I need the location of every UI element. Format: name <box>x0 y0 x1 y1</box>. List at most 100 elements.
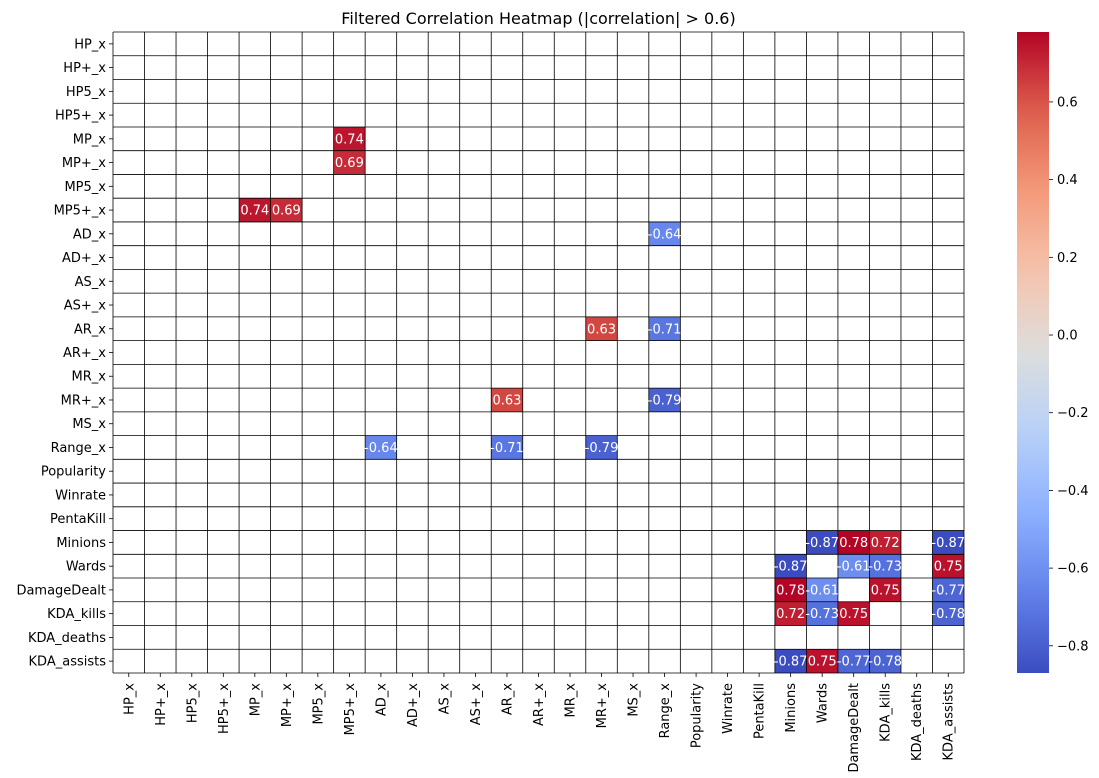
cell-value-label: 0.75 <box>934 560 963 575</box>
heatmap-cell <box>837 554 870 579</box>
y-tick-label: HP5_x <box>66 85 106 100</box>
cell-value-label: -0.78 <box>868 655 902 670</box>
cell-value-label: 0.72 <box>776 607 805 622</box>
x-tick-label: AR_x <box>500 683 515 715</box>
x-tick-label: MS_x <box>627 683 642 717</box>
x-axis: HP_x HP+_x HP5_x HP5+_x MP_x MP+_x MP5_x MP5+_x… <box>122 673 957 773</box>
y-tick-label: Wards <box>66 560 106 575</box>
heatmap-cell <box>932 601 964 626</box>
colorbar-tick-label: 0.4 <box>1057 173 1078 188</box>
y-tick-label: AS_x <box>75 275 107 290</box>
heatmap-cell <box>333 126 366 151</box>
heatmap-cell <box>585 316 618 341</box>
heatmap-cell <box>837 649 870 673</box>
cell-value-label: -0.79 <box>585 441 619 456</box>
x-tick-label: AS+_x <box>469 683 484 726</box>
y-tick-label: AS+_x <box>64 299 107 314</box>
y-axis: HP_x HP+_x HP5_x HP5+_x MP_x MP+_x MP5_x MP5+_x… <box>16 37 113 670</box>
colorbar-tick-label: 0.0 <box>1057 329 1078 344</box>
cell-value-label: -0.77 <box>931 583 965 598</box>
heatmap-cell <box>774 554 807 579</box>
x-tick-label: MP+_x <box>280 683 295 727</box>
cell-value-label: 0.75 <box>808 655 837 670</box>
heatmap-cell <box>932 530 964 555</box>
cell-value-label: -0.73 <box>868 560 902 575</box>
cell-value-label: -0.87 <box>931 536 965 551</box>
x-tick-label: AR+_x <box>532 683 547 726</box>
cell-value-label: 0.69 <box>272 204 301 219</box>
y-tick-label: MR_x <box>72 370 107 385</box>
cell-value-label: 0.69 <box>335 156 364 171</box>
cell-value-label: -0.78 <box>931 607 965 622</box>
heatmap-cell <box>648 221 681 246</box>
cell-value-label: -0.87 <box>805 536 839 551</box>
cell-value-label: -0.71 <box>490 441 524 456</box>
colorbar-tick-label: −0.6 <box>1057 562 1089 577</box>
y-tick-label: PentaKill <box>50 512 106 527</box>
cell-value-label: -0.79 <box>648 393 682 408</box>
heatmap-cell <box>869 530 901 555</box>
x-tick-label: Range_x <box>658 683 673 739</box>
x-tick-label: DamageDealt <box>847 683 862 773</box>
y-tick-label: AD_x <box>73 227 106 242</box>
x-tick-label: Popularity <box>690 683 705 748</box>
x-tick-label: AS_x <box>437 683 452 715</box>
colorbar-tick-label: 0.6 <box>1057 95 1078 110</box>
x-tick-label: HP5+_x <box>217 683 232 734</box>
heatmap-cell <box>774 601 807 626</box>
x-tick-label: MP_x <box>248 683 263 717</box>
y-tick-label: DamageDealt <box>16 583 106 598</box>
cell-value-label: -0.87 <box>774 560 808 575</box>
heatmap-cell <box>869 554 901 579</box>
y-tick-label: MP5_x <box>64 180 106 195</box>
y-tick-label: Popularity <box>41 465 106 480</box>
y-tick-label: MS_x <box>72 417 106 432</box>
cell-value-label: 0.75 <box>871 583 900 598</box>
cell-value-label: 0.63 <box>493 393 522 408</box>
x-tick-label: PentaKill <box>753 683 768 739</box>
heatmap-cell <box>837 530 870 555</box>
y-tick-label: KDA_kills <box>47 607 106 622</box>
cell-value-label: -0.64 <box>648 227 682 242</box>
heatmap-cell <box>270 198 303 222</box>
y-tick-label: HP5+_x <box>55 109 106 124</box>
x-tick-label: Winrate <box>721 683 736 734</box>
heatmap-grid <box>112 31 965 674</box>
x-tick-label: HP5_x <box>185 683 200 723</box>
colorbar-tick-label: −0.8 <box>1057 639 1089 654</box>
y-tick-label: HP+_x <box>63 61 106 76</box>
x-tick-label: AD+_x <box>406 683 421 727</box>
heatmap-cells <box>239 126 964 673</box>
cell-value-label: -0.61 <box>837 560 871 575</box>
x-tick-label: Wards <box>816 683 831 723</box>
colorbar-gradient <box>1017 32 1049 673</box>
x-tick-label: KDA_deaths <box>910 683 925 761</box>
heatmap-cell <box>585 435 618 460</box>
heatmap-cell <box>491 388 523 412</box>
heatmap-cell <box>932 554 964 579</box>
y-tick-label: Range_x <box>51 441 107 456</box>
cell-value-label: -0.87 <box>774 655 808 670</box>
y-tick-label: AD+_x <box>62 251 106 266</box>
colorbar-tick-label: 0.2 <box>1057 251 1078 266</box>
heatmap-cell <box>837 601 870 626</box>
x-tick-label: HP+_x <box>154 683 169 726</box>
cell-value-label: 0.72 <box>871 536 900 551</box>
heatmap-cell <box>806 530 838 555</box>
x-tick-label: MR+_x <box>595 683 610 729</box>
heatmap-cell <box>648 316 681 341</box>
y-tick-label: MP_x <box>73 132 107 147</box>
y-tick-label: Winrate <box>55 488 106 503</box>
x-tick-label: HP_x <box>122 683 137 715</box>
y-tick-label: MP+_x <box>62 156 106 171</box>
heatmap-cell <box>869 578 901 602</box>
x-tick-label: MP5+_x <box>343 683 358 736</box>
y-tick-label: Minions <box>56 536 106 551</box>
colorbar-tick-label: −0.4 <box>1057 484 1089 499</box>
y-tick-label: MP5+_x <box>54 204 107 219</box>
y-tick-label: HP_x <box>74 37 106 52</box>
heatmap-cell <box>239 198 271 222</box>
heatmap-cell <box>806 578 838 602</box>
cell-value-label: 0.74 <box>335 132 364 147</box>
